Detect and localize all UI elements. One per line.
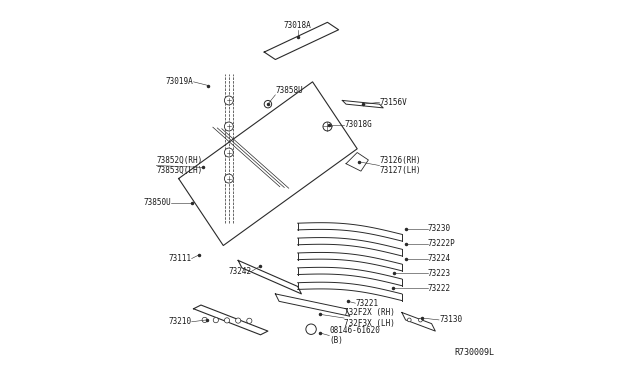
Text: B: B bbox=[309, 327, 313, 332]
Circle shape bbox=[225, 122, 234, 131]
Circle shape bbox=[264, 100, 271, 108]
Circle shape bbox=[213, 318, 218, 323]
Text: 73222: 73222 bbox=[428, 284, 451, 293]
Text: 73230: 73230 bbox=[428, 224, 451, 233]
Text: 73242: 73242 bbox=[228, 267, 251, 276]
Text: 73130: 73130 bbox=[439, 315, 462, 324]
Circle shape bbox=[225, 318, 230, 323]
Text: 73126(RH)
73127(LH): 73126(RH) 73127(LH) bbox=[380, 156, 421, 175]
Text: 73850U: 73850U bbox=[143, 198, 172, 207]
Circle shape bbox=[225, 96, 234, 105]
Circle shape bbox=[419, 318, 422, 322]
Text: 73858U: 73858U bbox=[275, 86, 303, 95]
Circle shape bbox=[323, 122, 332, 131]
Text: 73018A: 73018A bbox=[284, 21, 312, 30]
Text: 73210: 73210 bbox=[168, 317, 191, 326]
Text: 73018G: 73018G bbox=[344, 120, 372, 129]
Text: 732F2X (RH)
732F3X (LH): 732F2X (RH) 732F3X (LH) bbox=[344, 308, 395, 328]
Circle shape bbox=[408, 318, 411, 322]
Text: 73221: 73221 bbox=[355, 299, 378, 308]
Text: 73222P: 73222P bbox=[428, 239, 456, 248]
Text: 73224: 73224 bbox=[428, 254, 451, 263]
Circle shape bbox=[202, 317, 207, 323]
Text: R730009L: R730009L bbox=[455, 348, 495, 357]
Text: 73156V: 73156V bbox=[380, 98, 407, 107]
Circle shape bbox=[246, 318, 252, 323]
Text: 08146-61620
(B): 08146-61620 (B) bbox=[330, 326, 380, 345]
Circle shape bbox=[225, 148, 234, 157]
Circle shape bbox=[236, 318, 241, 323]
Text: 73019A: 73019A bbox=[166, 77, 193, 86]
Text: 73223: 73223 bbox=[428, 269, 451, 278]
Text: 73111: 73111 bbox=[168, 254, 191, 263]
Circle shape bbox=[225, 174, 234, 183]
Text: 73852Q(RH)
73853Q(LH): 73852Q(RH) 73853Q(LH) bbox=[156, 156, 203, 175]
Circle shape bbox=[306, 324, 316, 334]
